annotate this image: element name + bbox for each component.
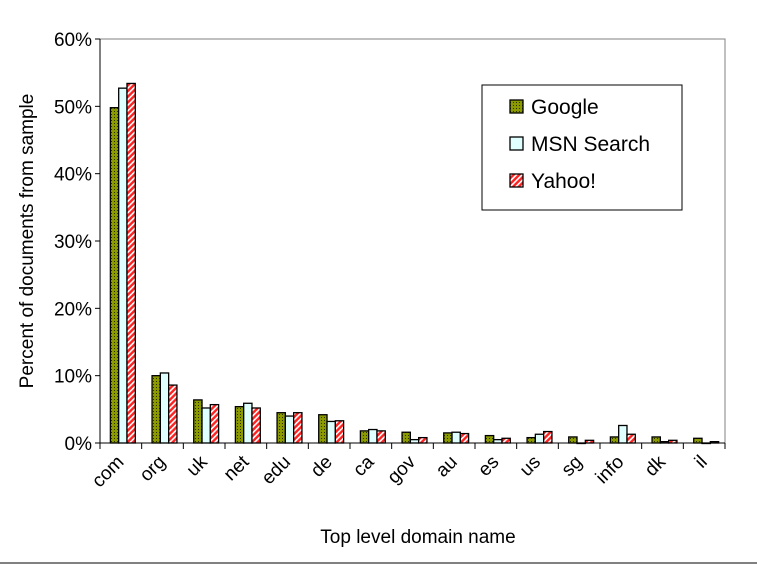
bar-yahoo-es: [501, 437, 511, 444]
x-tick-label: org: [136, 452, 170, 486]
bar-google-es: [484, 434, 495, 444]
x-tick-label: us: [516, 452, 545, 481]
x-tick-label: gov: [384, 451, 421, 488]
bar-yahoo-gov: [417, 436, 428, 444]
bar-google-info: [609, 436, 620, 444]
legend-label: Google: [531, 96, 599, 119]
x-tick-label: ca: [349, 451, 378, 480]
y-tick-label: 10%: [54, 367, 92, 388]
bar-msn-search-au: [451, 431, 461, 444]
x-tick-label: net: [220, 451, 254, 485]
legend-swatch: [509, 99, 524, 114]
legend-swatch: [509, 173, 524, 188]
bar-msn-search-ca: [368, 428, 378, 444]
bar-yahoo-uk: [209, 403, 220, 444]
bar-msn-search-de: [326, 420, 336, 444]
legend-label: Yahoo!: [531, 170, 596, 193]
bar-yahoo-edu: [292, 412, 303, 444]
x-tick-label: es: [474, 452, 503, 481]
bar-msn-search-us: [534, 433, 545, 444]
bar-msn-search-edu: [284, 415, 295, 444]
bar-google-il: [693, 437, 703, 444]
x-tick-label: edu: [258, 452, 295, 489]
bar-msn-search-uk: [201, 407, 211, 444]
y-axis-label: Percent of documents from sample: [17, 94, 38, 389]
bar-msn-search-dk: [659, 441, 670, 444]
bar-msn-search-com: [118, 87, 128, 444]
bar-yahoo-sg: [584, 439, 595, 444]
x-tick-label: au: [432, 452, 462, 482]
x-tick-label: de: [307, 452, 337, 482]
x-tick-label: com: [88, 452, 128, 492]
bar-msn-search-info: [618, 424, 628, 444]
bar-yahoo-net: [251, 407, 261, 444]
legend-label: MSN Search: [531, 133, 650, 156]
y-tick-label: 40%: [54, 165, 92, 186]
bar-google-dk: [651, 436, 661, 444]
bar-google-ca: [359, 430, 370, 444]
bar-google-de: [318, 414, 328, 444]
bar-yahoo-info: [626, 433, 636, 444]
bar-google-org: [151, 375, 162, 444]
bar-yahoo-us: [543, 430, 553, 444]
bar-yahoo-il: [709, 441, 720, 444]
y-tick-label: 50%: [54, 97, 92, 118]
bar-google-us: [526, 436, 536, 444]
bar-google-net: [234, 405, 245, 444]
bar-yahoo-au: [459, 432, 470, 444]
x-tick-label: sg: [558, 452, 587, 481]
bar-msn-search-gov: [409, 438, 420, 444]
x-tick-label: uk: [183, 451, 212, 480]
bar-msn-search-sg: [576, 442, 586, 445]
legend-swatch: [509, 136, 524, 151]
bar-yahoo-ca: [376, 430, 386, 444]
y-tick-label: 0%: [65, 434, 93, 455]
bar-msn-search-il: [701, 442, 711, 445]
x-tick-label: il: [691, 452, 712, 473]
bar-yahoo-de: [334, 420, 345, 444]
y-tick-label: 20%: [54, 299, 92, 320]
x-tick-label: info: [592, 452, 629, 489]
bar-yahoo-dk: [668, 439, 678, 444]
x-tick-label: dk: [641, 451, 670, 480]
bar-google-uk: [193, 399, 203, 444]
bar-msn-search-net: [243, 402, 253, 444]
y-tick-label: 30%: [54, 232, 92, 253]
bar-yahoo-com: [126, 82, 136, 444]
bar-google-au: [443, 432, 453, 444]
bar-msn-search-es: [493, 438, 503, 444]
y-tick-label: 60%: [54, 30, 92, 51]
bar-google-edu: [276, 412, 286, 444]
legend: Google MSN Search Yahoo!: [481, 84, 683, 211]
x-axis-label: Top level domain name: [320, 527, 515, 548]
bar-yahoo-org: [167, 384, 178, 444]
bar-google-sg: [568, 436, 578, 444]
bar-google-com: [109, 107, 120, 444]
bar-google-gov: [401, 431, 411, 444]
bar-msn-search-org: [159, 372, 170, 444]
